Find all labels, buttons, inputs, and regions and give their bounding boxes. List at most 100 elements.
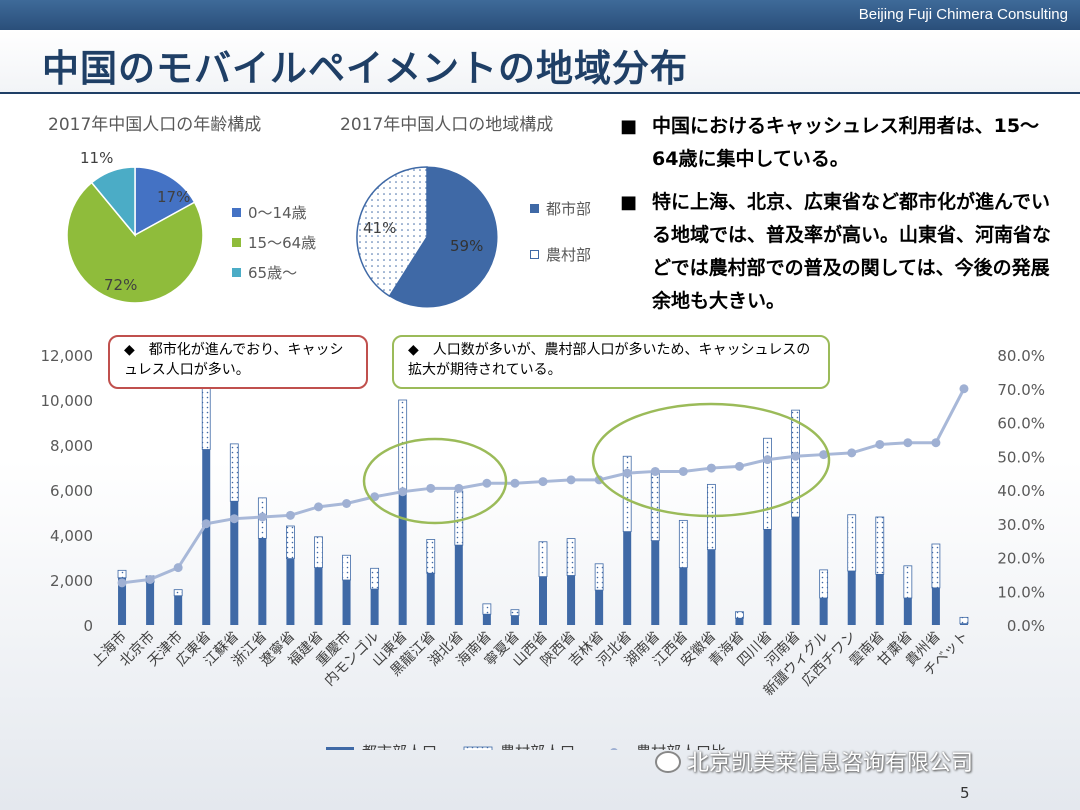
bar-rural: [847, 514, 857, 572]
x-axis-labels: 上海市北京市天津市広東省江蘇省浙江省遼寧省福建省重慶市内モンゴル山東省黒龍江省湖…: [88, 628, 972, 699]
bar-rural: [903, 565, 913, 599]
highlight-ellipse-1: [362, 437, 508, 525]
bar-urban: [539, 576, 547, 625]
pie-slice-rural: [356, 166, 428, 298]
line-point: [819, 450, 829, 460]
bar-urban: [230, 501, 239, 625]
bar-rural: [173, 589, 183, 597]
line-point: [931, 438, 941, 448]
bullet-item: ■ 中国におけるキャッシュレス利用者は、15～64歳に集中している。: [620, 115, 1040, 170]
pie-region-title: 2017年中国人口の地域構成: [340, 115, 554, 135]
pie-label-17: 17%: [157, 188, 190, 206]
bar-urban: [903, 598, 912, 625]
brand-label: Beijing Fuji Chimera Consulting: [858, 6, 1068, 23]
y-left-axis: 0 2,000 4,000 6,000 8,000 10,000 12,000: [41, 347, 94, 635]
line-point: [875, 439, 885, 449]
title-bar: 中国のモバイルペイメントの地域分布: [0, 30, 1080, 94]
y-left-tick-label: 0: [83, 617, 93, 635]
bar-urban: [174, 595, 183, 625]
bar-urban: [651, 540, 660, 625]
bar-rural: [650, 471, 660, 542]
line-point: [959, 384, 969, 394]
bar-rural: [819, 569, 829, 599]
y-right-tick-label: 20.0%: [997, 550, 1045, 568]
line-point: [370, 492, 380, 502]
bar-rural: [735, 611, 744, 619]
line-point: [201, 519, 211, 529]
line-point: [313, 502, 323, 512]
line-point: [566, 475, 576, 485]
line-point: [734, 461, 744, 471]
watermark: 北京凯美莱信息咨询有限公司: [655, 745, 973, 777]
pie-region-chart: 59% 41%: [356, 166, 498, 308]
top-bar: Beijing Fuji Chimera Consulting: [0, 0, 1080, 30]
bar-rural: [678, 519, 688, 569]
bar-rural: [482, 603, 492, 615]
line-point: [622, 468, 632, 478]
legend-swatch-rural: [463, 746, 493, 750]
bar-urban: [202, 449, 211, 625]
bar-urban: [875, 574, 884, 625]
bar-urban: [454, 545, 463, 625]
legend-swatch-urban: [326, 747, 354, 750]
legend-label-urban: 都市部人口: [362, 743, 437, 750]
legend-urban: 都市部: [530, 198, 591, 219]
bar-rural: [791, 409, 800, 518]
page-title: 中国のモバイルペイメントの地域分布: [42, 47, 688, 90]
bar-rural: [622, 455, 632, 533]
bullet-item: ■ 特に上海、北京、広東省など都市化が進んでいる地域では、普及率が高い。山東省、河…: [620, 191, 1052, 312]
pie-label-41: 41%: [363, 219, 396, 237]
line-point: [791, 451, 801, 461]
y-right-tick-label: 10.0%: [997, 583, 1045, 601]
y-left-tick-label: 10,000: [41, 392, 94, 410]
bar-urban: [426, 573, 435, 625]
legend-marker-ratio: [610, 748, 618, 750]
line-point: [538, 477, 548, 487]
pie-slice-0-14: [134, 166, 196, 237]
bar-rural: [370, 567, 380, 590]
bar-rural: [314, 536, 323, 569]
bar-rural: [229, 443, 239, 502]
chart-legend: 都市部人口 農村部人口 農村部人口比: [326, 743, 726, 750]
line-point: [173, 563, 183, 573]
bar-urban: [258, 538, 267, 625]
line-point: [706, 463, 716, 473]
bar-rural: [286, 525, 295, 560]
bar-urban: [735, 618, 744, 625]
bar-urban: [707, 549, 716, 625]
y-left-tick-label: 2,000: [50, 572, 93, 590]
y-left-tick-label: 8,000: [50, 437, 93, 455]
line-point: [763, 455, 773, 465]
line-point: [650, 466, 660, 476]
bullet-list: ■ 中国におけるキャッシュレス利用者は、15～64歳に集中している。 ■ 特に上海、…: [618, 110, 1058, 328]
bar-urban: [146, 582, 155, 625]
bar-rural: [342, 554, 351, 581]
bar-rural: [959, 616, 969, 625]
y-right-tick-label: 80.0%: [997, 347, 1045, 365]
pie-age-title: 2017年中国人口の年齢構成: [48, 115, 262, 135]
line-point: [903, 438, 913, 448]
bar-rural: [538, 541, 548, 578]
page-number: 5: [960, 784, 970, 802]
bar-rural: [875, 516, 885, 575]
bar-urban: [679, 567, 688, 625]
legend-15-64: 15～64歳: [232, 232, 316, 253]
bar-urban: [118, 577, 127, 625]
y-right-tick-label: 60.0%: [997, 415, 1045, 433]
bar-rural: [510, 609, 520, 616]
bar-urban: [819, 598, 828, 625]
y-right-tick-label: 70.0%: [997, 381, 1045, 399]
bar-urban: [959, 623, 968, 625]
line-point: [398, 487, 408, 497]
bar-urban: [595, 590, 604, 625]
bar-rural: [931, 543, 941, 589]
line-point: [510, 478, 520, 488]
bar-urban: [398, 490, 407, 625]
callout-urban: ◆ 都市化が進んでおり、キャッシュレス人口が多い。: [108, 335, 368, 389]
line-point: [257, 512, 267, 522]
line-point: [847, 448, 857, 458]
bar-rural: [117, 569, 127, 579]
pie-label-72: 72%: [104, 276, 137, 294]
bar-rural: [426, 539, 436, 574]
y-right-tick-label: 50.0%: [997, 448, 1045, 466]
